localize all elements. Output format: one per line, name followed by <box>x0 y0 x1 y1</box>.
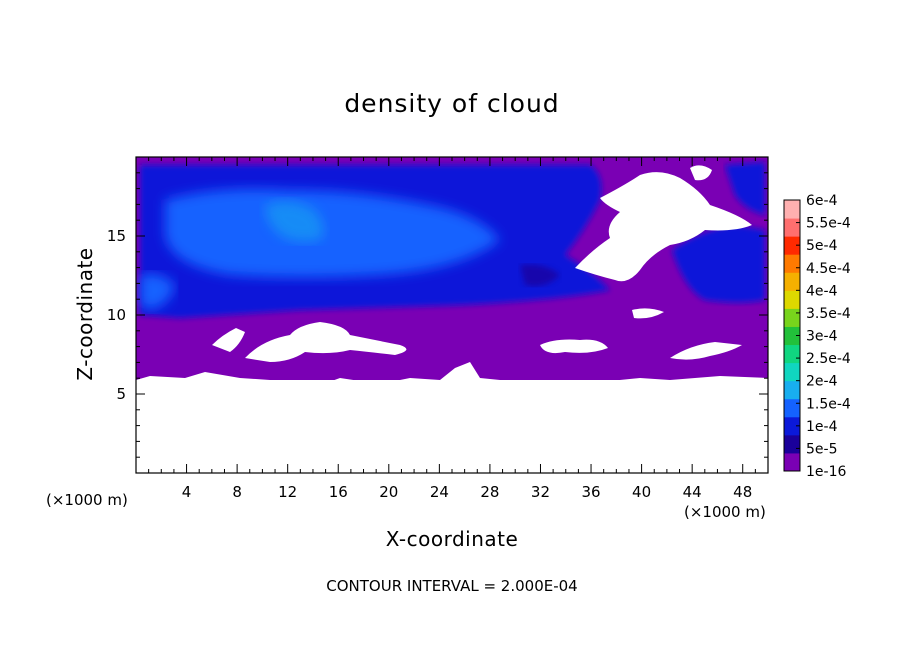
clear-gap-small <box>632 308 664 319</box>
legend-swatch <box>784 254 800 273</box>
legend-swatch <box>784 290 800 309</box>
heatmap-field <box>136 157 768 473</box>
legend-label: 1e-16 <box>806 464 846 480</box>
clear-gap-upper <box>575 172 752 282</box>
color-legend: 1e-16 5e-5 1e-4 1.5e-4 2e-4 2.5e-4 3e-4 3.5e-4 4… <box>783 193 851 480</box>
y-tick-label: 5 <box>116 385 126 403</box>
legend-swatch <box>784 398 800 418</box>
legend-label: 2.5e-4 <box>806 351 851 367</box>
cloud-core-left <box>140 273 175 310</box>
cloud-edge-dark <box>520 264 560 287</box>
legend-label: 4.5e-4 <box>806 261 851 277</box>
legend-label: 2e-4 <box>806 374 838 390</box>
legend-swatch <box>784 200 800 219</box>
clear-gap-mid-3 <box>670 342 742 360</box>
legend-swatch <box>784 272 800 291</box>
legend-swatch <box>784 326 800 346</box>
x-tick-label: 12 <box>278 483 297 501</box>
legend-swatch <box>784 452 800 472</box>
clear-gap-mid-1 <box>245 322 407 362</box>
legend-swatch <box>784 308 800 327</box>
x-tick-label: 48 <box>733 483 752 501</box>
x-tick-label: 40 <box>632 483 651 501</box>
x-tick-label: 28 <box>480 483 499 501</box>
legend-swatch <box>784 344 800 364</box>
legend-swatch <box>784 362 800 382</box>
y-axis: 5 10 15 <box>107 172 768 458</box>
clear-region-bottom <box>136 362 768 473</box>
legend-swatch <box>784 380 800 400</box>
y-axis-title: Z-coordinate <box>73 247 97 380</box>
legend-label: 5.5e-4 <box>806 216 851 232</box>
cloud-region-right <box>672 225 765 303</box>
x-tick-label: 16 <box>329 483 348 501</box>
chart-title: density of cloud <box>344 89 559 118</box>
y-tick-label: 15 <box>107 227 126 245</box>
cloud-region-topright <box>725 162 765 215</box>
x-axis-unit: (×1000 m) <box>684 503 766 521</box>
x-tick-label: 20 <box>379 483 398 501</box>
legend-label: 4e-4 <box>806 283 838 299</box>
legend-swatch <box>784 416 800 436</box>
legend-label: 1.5e-4 <box>806 396 851 412</box>
x-tick-label: 44 <box>683 483 702 501</box>
legend-label: 5e-4 <box>806 238 838 254</box>
y-axis-unit: (×1000 m) <box>46 491 128 509</box>
clear-gap-spot <box>690 165 712 181</box>
legend-label: 6e-4 <box>806 193 838 209</box>
legend-swatch <box>784 434 800 454</box>
x-axis-title: X-coordinate <box>386 527 519 551</box>
clear-gap-mid-left <box>212 328 245 352</box>
legend-label: 3e-4 <box>806 329 838 345</box>
x-tick-label: 32 <box>531 483 550 501</box>
x-tick-label: 36 <box>581 483 600 501</box>
legend-label: 5e-5 <box>806 441 837 457</box>
legend-label: 3.5e-4 <box>806 306 851 322</box>
x-axis: 4 8 12 16 20 24 28 32 36 40 44 48 <box>148 157 756 501</box>
x-tick-label: 4 <box>182 483 192 501</box>
legend-label: 1e-4 <box>806 419 838 435</box>
contour-interval-note: CONTOUR INTERVAL = 2.000E-04 <box>326 577 577 595</box>
x-tick-label: 24 <box>430 483 449 501</box>
cloud-core-1 <box>165 188 500 278</box>
legend-swatch <box>784 218 800 237</box>
clear-gap-mid-2 <box>540 339 608 354</box>
y-tick-label: 10 <box>107 306 126 324</box>
cloud-core-2 <box>265 201 324 242</box>
x-tick-label: 8 <box>232 483 242 501</box>
legend-swatch <box>784 236 800 255</box>
